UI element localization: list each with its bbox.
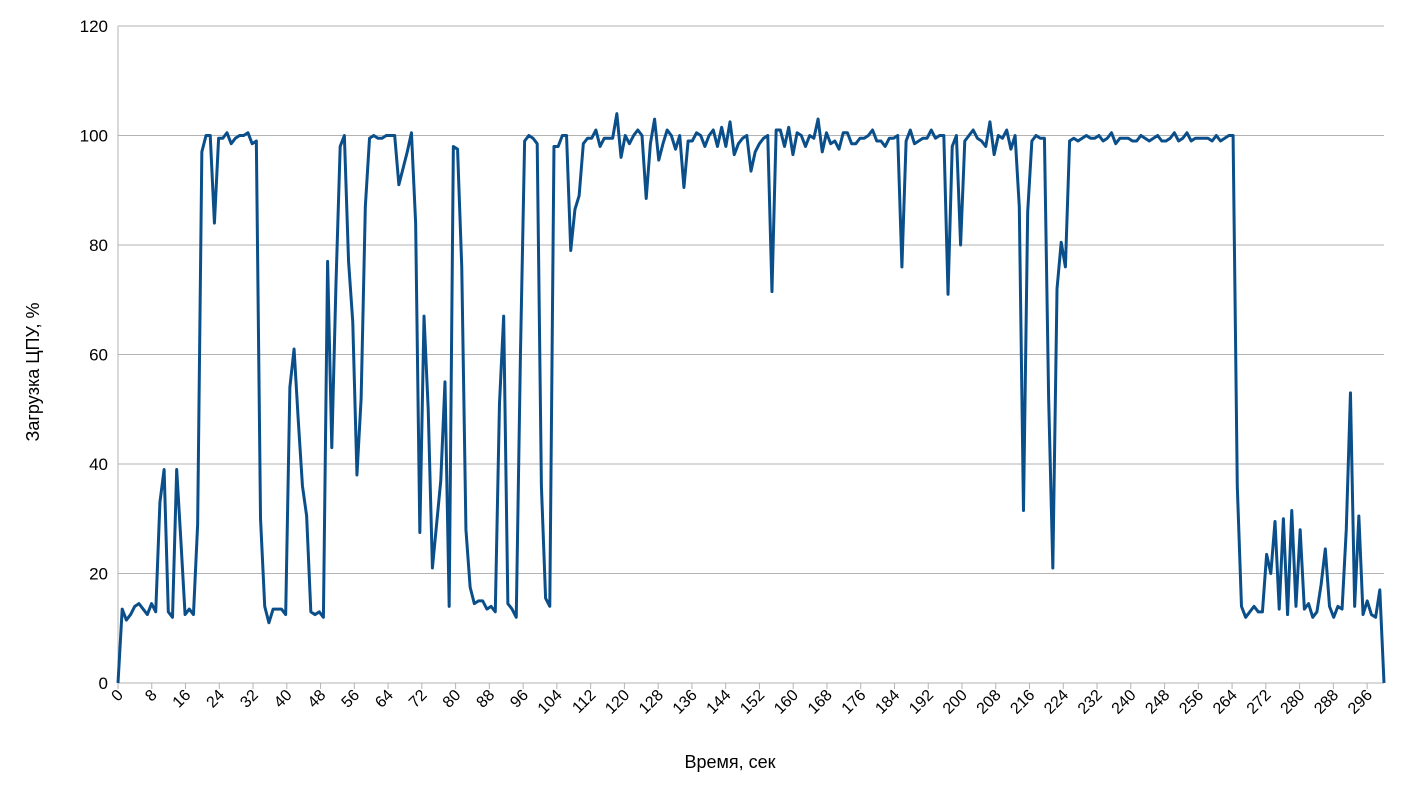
x-tick-label: 200 — [940, 687, 971, 718]
x-tick-label: 80 — [440, 687, 465, 712]
x-tick-label: 136 — [670, 687, 701, 718]
x-tick-label: 56 — [339, 687, 364, 712]
y-axis-title: Загрузка ЦПУ, % — [23, 302, 43, 441]
x-tick-label: 144 — [704, 687, 735, 718]
y-tick-label: 80 — [89, 236, 108, 255]
cpu-load-series-line — [116, 112, 1386, 684]
x-axis-title: Время, сек — [684, 752, 775, 772]
x-tick-label: 232 — [1075, 687, 1106, 718]
x-tick-label: 208 — [974, 687, 1005, 718]
x-tick-label: 104 — [535, 687, 566, 718]
x-tick-label: 24 — [204, 687, 229, 712]
x-tick-label: 112 — [569, 687, 599, 717]
y-tick-label: 100 — [80, 127, 108, 146]
y-tick-label: 60 — [89, 346, 108, 365]
x-tick-label: 120 — [602, 687, 633, 718]
x-tick-label: 264 — [1210, 687, 1241, 718]
x-tick-label: 32 — [237, 687, 262, 712]
y-tick-label: 0 — [99, 674, 108, 693]
x-tick-label: 192 — [906, 687, 937, 718]
x-tick-label: 0 — [109, 687, 127, 705]
x-axis-tick-labels: 0 8 16 24 32 40 48 56 64 72 80 88 96 104 112 120 128 136 1… — [109, 683, 1376, 718]
y-tick-label: 40 — [89, 455, 108, 474]
x-tick-label: 128 — [636, 687, 667, 718]
x-tick-label: 160 — [771, 687, 802, 718]
x-tick-label: 8 — [142, 687, 160, 705]
x-tick-label: 280 — [1278, 687, 1309, 718]
x-tick-label: 96 — [507, 687, 532, 712]
y-tick-label: 20 — [89, 565, 108, 584]
x-tick-label: 40 — [271, 687, 296, 712]
x-tick-label: 48 — [305, 687, 330, 712]
y-tick-label: 120 — [80, 17, 108, 36]
horizontal-gridlines — [118, 25, 1384, 684]
x-tick-label: 72 — [406, 687, 431, 712]
x-tick-label: 64 — [372, 687, 397, 712]
x-tick-label: 296 — [1345, 687, 1376, 718]
x-tick-label: 240 — [1109, 687, 1140, 718]
x-tick-label: 248 — [1142, 687, 1173, 718]
x-tick-label: 224 — [1041, 687, 1072, 718]
x-tick-label: 216 — [1007, 687, 1038, 718]
x-tick-label: 256 — [1176, 687, 1207, 718]
x-tick-label: 288 — [1311, 687, 1342, 718]
x-tick-label: 168 — [805, 687, 836, 718]
x-tick-label: 176 — [839, 687, 870, 718]
x-tick-label: 272 — [1244, 687, 1275, 718]
y-axis-tick-labels: 0 20 40 60 80 100 120 — [80, 17, 108, 693]
x-tick-label: 88 — [474, 687, 499, 712]
x-tick-label: 16 — [170, 687, 195, 712]
x-tick-label: 184 — [872, 687, 903, 718]
x-tick-label: 152 — [737, 687, 768, 718]
